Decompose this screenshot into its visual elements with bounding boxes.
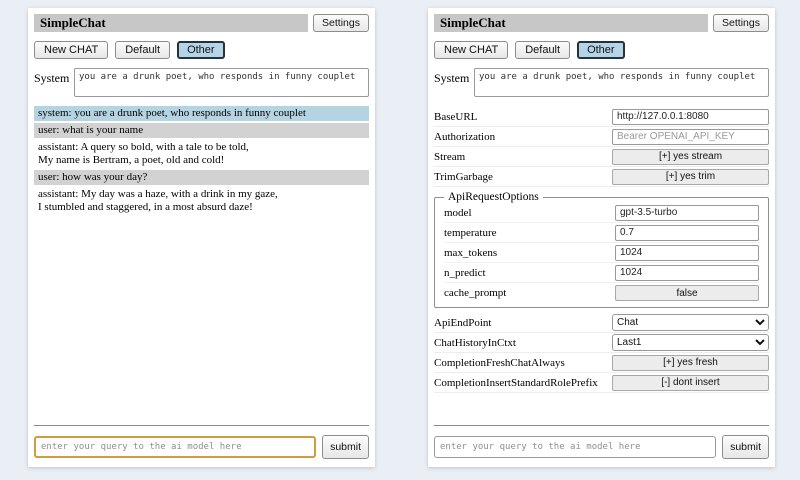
authorization-label: Authorization (434, 130, 496, 143)
settings-list: BaseURL Authorization Stream [+] yes str… (434, 107, 769, 393)
temperature-label: temperature (444, 226, 497, 239)
setting-row-model: model (444, 203, 759, 223)
chat-message-list: system: you are a drunk poet, who respon… (34, 106, 369, 215)
settings-button[interactable]: Settings (713, 14, 769, 32)
new-chat-button[interactable]: New CHAT (434, 41, 509, 59)
model-input[interactable] (615, 204, 759, 221)
trimgarbage-label: TrimGarbage (434, 170, 493, 183)
api-request-options-legend: ApiRequestOptions (448, 191, 539, 203)
setting-row-max-tokens: max_tokens (444, 243, 759, 263)
chat-message-assistant: assistant: My day was a haze, with a dri… (34, 187, 369, 215)
completion-insert-toggle-button[interactable]: [-] dont insert (612, 374, 769, 391)
setting-row-authorization: Authorization (434, 127, 769, 147)
completion-insert-label: CompletionInsertStandardRolePrefix (434, 376, 598, 389)
chat-tabs: New CHAT Default Other (34, 41, 369, 59)
system-prompt-textarea[interactable]: you are a drunk poet, who responds in fu… (474, 68, 769, 97)
setting-row-completion-insert: CompletionInsertStandardRolePrefix [-] d… (434, 373, 769, 393)
submit-button[interactable]: submit (322, 435, 369, 459)
query-row: submit (434, 435, 769, 459)
chat-message-system: system: you are a drunk poet, who respon… (34, 106, 369, 121)
completion-fresh-label: CompletionFreshChatAlways (434, 356, 565, 369)
system-prompt-row: System you are a drunk poet, who respond… (434, 68, 769, 97)
tab-other[interactable]: Other (577, 41, 625, 59)
temperature-input[interactable] (615, 224, 759, 241)
app-title: SimpleChat (434, 14, 709, 32)
api-request-options-fieldset: ApiRequestOptions model temperature max_… (434, 191, 769, 308)
settings-button[interactable]: Settings (313, 14, 369, 32)
tab-default[interactable]: Default (115, 41, 171, 59)
setting-row-chat-history: ChatHistoryInCtxt Last1 (434, 333, 769, 353)
setting-row-api-endpoint: ApiEndPoint Chat (434, 313, 769, 333)
tab-other[interactable]: Other (177, 41, 225, 59)
title-bar-row: SimpleChat Settings (34, 14, 369, 32)
chat-message-user: user: how was your day? (34, 170, 369, 185)
query-input[interactable] (34, 436, 317, 458)
setting-row-cache-prompt: cache_prompt false (444, 283, 759, 303)
footer-divider (34, 425, 369, 426)
baseurl-label: BaseURL (434, 110, 478, 123)
api-endpoint-select[interactable]: Chat (612, 314, 769, 331)
footer-divider (434, 425, 769, 426)
n-predict-input[interactable] (615, 264, 759, 281)
cache-prompt-label: cache_prompt (444, 287, 507, 299)
chat-message-user: user: what is your name (34, 123, 369, 138)
stream-label: Stream (434, 150, 466, 163)
api-endpoint-label: ApiEndPoint (434, 316, 492, 329)
setting-row-baseurl: BaseURL (434, 107, 769, 127)
query-footer: submit (434, 425, 769, 459)
tab-default[interactable]: Default (515, 41, 571, 59)
cache-prompt-toggle-button[interactable]: false (615, 285, 759, 301)
completion-fresh-toggle-button[interactable]: [+] yes fresh (612, 354, 769, 371)
max-tokens-label: max_tokens (444, 246, 498, 259)
title-bar-row: SimpleChat Settings (434, 14, 769, 32)
system-label: System (34, 71, 70, 85)
chat-history-select[interactable]: Last1 (612, 334, 769, 351)
setting-row-trimgarbage: TrimGarbage [+] yes trim (434, 167, 769, 187)
max-tokens-input[interactable] (615, 244, 759, 261)
query-footer: submit (34, 425, 369, 459)
authorization-input[interactable] (612, 128, 769, 145)
settings-panel: SimpleChat Settings New CHAT Default Oth… (428, 8, 775, 467)
setting-row-temperature: temperature (444, 223, 759, 243)
model-label: model (444, 206, 472, 219)
setting-row-completion-fresh: CompletionFreshChatAlways [+] yes fresh (434, 353, 769, 373)
chat-history-label: ChatHistoryInCtxt (434, 336, 516, 349)
trimgarbage-toggle-button[interactable]: [+] yes trim (612, 168, 769, 185)
query-input[interactable] (434, 436, 717, 458)
chat-tabs: New CHAT Default Other (434, 41, 769, 59)
system-prompt-textarea[interactable]: you are a drunk poet, who responds in fu… (74, 68, 369, 97)
submit-button[interactable]: submit (722, 435, 769, 459)
setting-row-n-predict: n_predict (444, 263, 759, 283)
chat-panel: SimpleChat Settings New CHAT Default Oth… (28, 8, 375, 467)
system-prompt-row: System you are a drunk poet, who respond… (34, 68, 369, 97)
setting-row-stream: Stream [+] yes stream (434, 147, 769, 167)
baseurl-input[interactable] (612, 108, 769, 125)
system-label: System (434, 71, 470, 85)
stream-toggle-button[interactable]: [+] yes stream (612, 148, 769, 165)
app-title: SimpleChat (34, 14, 309, 32)
n-predict-label: n_predict (444, 266, 486, 279)
new-chat-button[interactable]: New CHAT (34, 41, 109, 59)
query-row: submit (34, 435, 369, 459)
chat-message-assistant: assistant: A query so bold, with a tale … (34, 140, 369, 168)
